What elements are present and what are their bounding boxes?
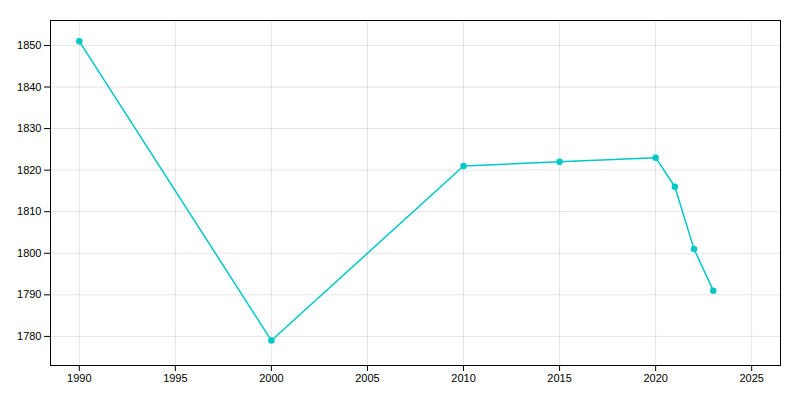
svg-text:1995: 1995 [163,372,187,384]
svg-text:1840: 1840 [17,81,41,93]
svg-text:2015: 2015 [547,372,571,384]
svg-text:2010: 2010 [451,372,475,384]
svg-text:1780: 1780 [17,330,41,342]
svg-text:2005: 2005 [355,372,379,384]
svg-text:2025: 2025 [739,372,763,384]
svg-text:2020: 2020 [643,372,667,384]
svg-text:1830: 1830 [17,122,41,134]
svg-text:1800: 1800 [17,247,41,259]
svg-text:2000: 2000 [259,372,283,384]
svg-text:1990: 1990 [67,372,91,384]
svg-text:1810: 1810 [17,205,41,217]
svg-text:1790: 1790 [17,288,41,300]
svg-text:1820: 1820 [17,164,41,176]
svg-text:1850: 1850 [17,39,41,51]
